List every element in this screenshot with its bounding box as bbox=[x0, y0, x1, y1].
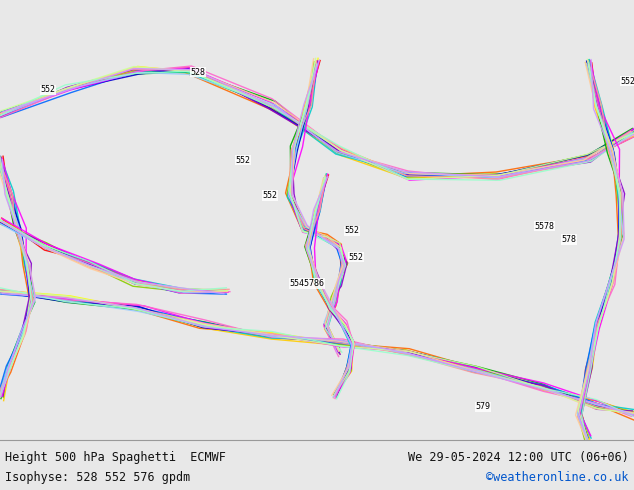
Text: 552: 552 bbox=[41, 85, 56, 95]
Text: 552: 552 bbox=[262, 191, 278, 200]
Text: 5578: 5578 bbox=[534, 222, 554, 231]
Text: 552: 552 bbox=[344, 226, 359, 235]
Text: 552: 552 bbox=[621, 76, 634, 86]
Text: Isophyse: 528 552 576 gpdm: Isophyse: 528 552 576 gpdm bbox=[5, 471, 190, 484]
Text: ©weatheronline.co.uk: ©weatheronline.co.uk bbox=[486, 471, 629, 484]
Text: 578: 578 bbox=[562, 235, 576, 244]
Text: 579: 579 bbox=[476, 402, 491, 411]
Text: 552: 552 bbox=[349, 253, 364, 262]
Text: 5545786: 5545786 bbox=[290, 279, 325, 288]
Text: We 29-05-2024 12:00 UTC (06+06): We 29-05-2024 12:00 UTC (06+06) bbox=[408, 451, 629, 464]
Text: 552: 552 bbox=[235, 156, 250, 165]
Text: Height 500 hPa Spaghetti  ECMWF: Height 500 hPa Spaghetti ECMWF bbox=[5, 451, 226, 464]
Text: 528: 528 bbox=[190, 68, 205, 77]
